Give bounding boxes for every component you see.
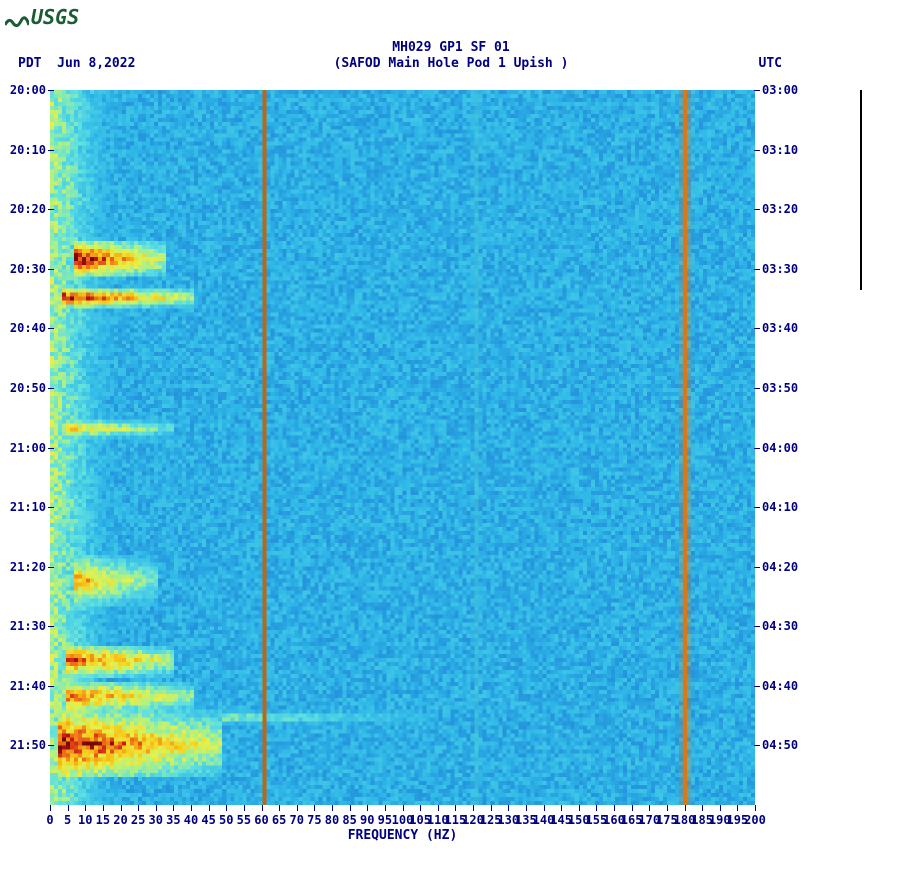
chart-title-line2: (SAFOD Main Hole Pod 1 Upish ) — [334, 56, 569, 71]
usgs-logo: USGS — [5, 5, 79, 29]
y-tick-right: 03:50 — [762, 381, 798, 395]
x-tick: 10 — [78, 813, 92, 827]
x-tick: 55 — [237, 813, 251, 827]
x-tick: 60 — [254, 813, 268, 827]
y-tick-left: 20:30 — [10, 262, 46, 276]
y-tick-left: 20:20 — [10, 202, 46, 216]
chart-title-line1: MH029 GP1 SF 01 — [392, 40, 509, 55]
y-tick-right: 04:40 — [762, 679, 798, 693]
x-tick: 5 — [64, 813, 71, 827]
x-tick: 30 — [149, 813, 163, 827]
usgs-wave-icon — [5, 10, 29, 24]
y-tick-right: 03:20 — [762, 202, 798, 216]
x-tick: 25 — [131, 813, 145, 827]
y-tick-right: 04:30 — [762, 619, 798, 633]
x-tick: 85 — [342, 813, 356, 827]
tz-left-label: PDT — [18, 56, 41, 71]
y-tick-left: 20:00 — [10, 83, 46, 97]
date-label: Jun 8,2022 — [57, 56, 135, 71]
x-tick: 90 — [360, 813, 374, 827]
y-tick-right: 03:30 — [762, 262, 798, 276]
y-tick-right: 03:40 — [762, 321, 798, 335]
y-tick-left: 21:30 — [10, 619, 46, 633]
y-tick-left: 21:10 — [10, 500, 46, 514]
y-tick-left: 21:00 — [10, 441, 46, 455]
x-tick: 45 — [201, 813, 215, 827]
spectrogram-plot — [50, 90, 755, 805]
x-tick: 200 — [744, 813, 766, 827]
side-marker-bar — [860, 90, 862, 290]
x-tick: 50 — [219, 813, 233, 827]
x-tick: 20 — [113, 813, 127, 827]
x-tick: 35 — [166, 813, 180, 827]
y-tick-left: 21:40 — [10, 679, 46, 693]
tz-right-label: UTC — [759, 56, 782, 71]
tz-date-left: PDT Jun 8,2022 — [18, 56, 135, 71]
x-tick: 65 — [272, 813, 286, 827]
y-tick-right: 04:50 — [762, 738, 798, 752]
y-tick-left: 20:40 — [10, 321, 46, 335]
y-axis-right-utc: 03:0003:1003:2003:3003:4003:5004:0004:10… — [760, 90, 808, 805]
logo-text: USGS — [31, 5, 79, 29]
y-tick-left: 20:10 — [10, 143, 46, 157]
x-axis-label: FREQUENCY (HZ) — [50, 828, 755, 843]
x-tick: 75 — [307, 813, 321, 827]
x-tick: 95 — [378, 813, 392, 827]
y-tick-right: 03:00 — [762, 83, 798, 97]
x-tick: 15 — [96, 813, 110, 827]
y-tick-right: 04:10 — [762, 500, 798, 514]
y-tick-right: 04:00 — [762, 441, 798, 455]
y-tick-right: 04:20 — [762, 560, 798, 574]
y-tick-left: 20:50 — [10, 381, 46, 395]
x-tick: 70 — [290, 813, 304, 827]
x-tick: 80 — [325, 813, 339, 827]
x-tick: 0 — [46, 813, 53, 827]
y-tick-right: 03:10 — [762, 143, 798, 157]
x-tick: 40 — [184, 813, 198, 827]
y-tick-left: 21:20 — [10, 560, 46, 574]
y-axis-left-pdt: 20:0020:1020:2020:3020:4020:5021:0021:10… — [0, 90, 48, 805]
y-tick-left: 21:50 — [10, 738, 46, 752]
spectrogram-heatmap — [50, 90, 755, 805]
